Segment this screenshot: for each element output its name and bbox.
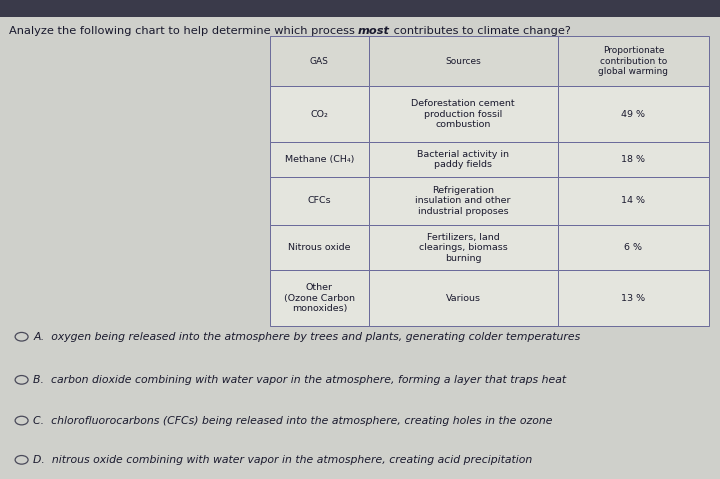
Text: CO₂: CO₂ [310, 110, 328, 118]
Bar [369, 36, 558, 86]
Text: Refrigeration
insulation and other
industrial proposes: Refrigeration insulation and other indus… [415, 186, 511, 216]
Text: Bacterial activity in
paddy fields: Bacterial activity in paddy fields [418, 150, 509, 169]
Text: 18 %: 18 % [621, 155, 645, 164]
Bar [369, 225, 558, 270]
Bar [369, 86, 558, 142]
Text: Various: Various [446, 294, 481, 303]
Text: Other
(Ozone Carbon
monoxides): Other (Ozone Carbon monoxides) [284, 283, 355, 313]
Text: C.  chlorofluorocarbons (CFCs) being released into the atmosphere, creating hole: C. chlorofluorocarbons (CFCs) being rele… [33, 416, 553, 425]
Bar [558, 142, 709, 177]
Text: Proportionate
contribution to
global warming: Proportionate contribution to global war… [598, 46, 668, 76]
Bar [270, 86, 369, 142]
Text: Nitrous oxide: Nitrous oxide [288, 243, 351, 252]
Text: GAS: GAS [310, 57, 329, 66]
Bar [270, 225, 369, 270]
Text: CFCs: CFCs [307, 196, 331, 205]
Text: 14 %: 14 % [621, 196, 645, 205]
Bar [558, 225, 709, 270]
Bar [270, 270, 369, 326]
Bar [558, 86, 709, 142]
Bar [369, 142, 558, 177]
Text: Analyze the following chart to help determine which process: Analyze the following chart to help dete… [9, 26, 358, 36]
Text: Deforestation cement
production fossil
combustion: Deforestation cement production fossil c… [411, 99, 515, 129]
Bar [558, 270, 709, 326]
Text: 49 %: 49 % [621, 110, 645, 118]
Bar [558, 177, 709, 225]
Text: 13 %: 13 % [621, 294, 646, 303]
Text: Sources: Sources [446, 57, 481, 66]
Text: D.  nitrous oxide combining with water vapor in the atmosphere, creating acid pr: D. nitrous oxide combining with water va… [33, 455, 532, 465]
Bar [270, 177, 369, 225]
Bar [0, 0, 720, 17]
Bar [558, 36, 709, 86]
Bar [270, 142, 369, 177]
Bar [270, 36, 369, 86]
Text: Methane (CH₄): Methane (CH₄) [284, 155, 354, 164]
Bar [369, 270, 558, 326]
Text: A.  oxygen being released into the atmosphere by trees and plants, generating co: A. oxygen being released into the atmosp… [33, 332, 580, 342]
Text: Fertilizers, land
clearings, biomass
burning: Fertilizers, land clearings, biomass bur… [419, 233, 508, 262]
Text: most: most [358, 26, 390, 36]
Bar [369, 177, 558, 225]
Text: 6 %: 6 % [624, 243, 642, 252]
Text: B.  carbon dioxide combining with water vapor in the atmosphere, forming a layer: B. carbon dioxide combining with water v… [33, 375, 566, 385]
Text: contributes to climate change?: contributes to climate change? [390, 26, 571, 36]
